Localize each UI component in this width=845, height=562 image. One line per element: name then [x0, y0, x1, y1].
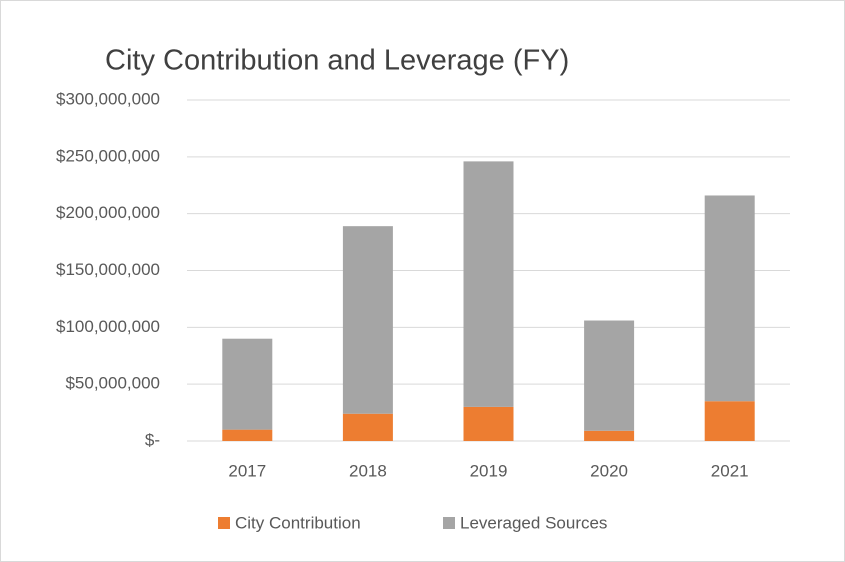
bar [222, 338, 273, 430]
bar [463, 161, 514, 407]
x-tick-label: 2020 [590, 461, 628, 480]
y-tick-label: $300,000,000 [56, 89, 160, 108]
y-tick-label: $100,000,000 [56, 317, 160, 336]
y-tick-label: $200,000,000 [56, 203, 160, 222]
chart-title: City Contribution and Leverage (FY) [105, 45, 569, 77]
x-tick-label: 2021 [711, 461, 749, 480]
x-tick-label: 2017 [228, 461, 266, 480]
legend-label: City Contribution [235, 513, 361, 532]
bar [342, 226, 393, 414]
legend-swatch [218, 517, 230, 529]
bar [342, 413, 393, 441]
legend-label: Leveraged Sources [460, 513, 607, 532]
x-tick-label: 2018 [349, 461, 387, 480]
x-tick-label: 2019 [470, 461, 508, 480]
bar [584, 430, 635, 441]
bar [704, 401, 755, 441]
y-tick-label: $- [145, 430, 160, 449]
y-tick-label: $250,000,000 [56, 146, 160, 165]
bar [463, 406, 514, 441]
bar [704, 195, 755, 402]
y-tick-label: $150,000,000 [56, 260, 160, 279]
y-tick-label: $50,000,000 [65, 374, 160, 393]
bar [222, 429, 273, 441]
bar [584, 320, 635, 431]
legend-swatch [443, 517, 455, 529]
